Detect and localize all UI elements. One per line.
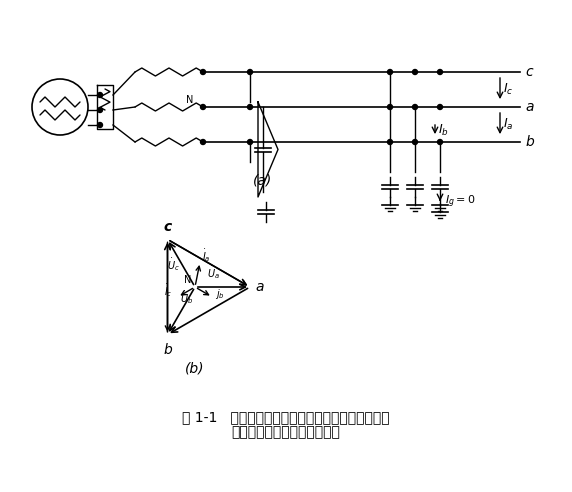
Circle shape	[412, 104, 418, 110]
Text: (a): (a)	[253, 173, 273, 187]
Circle shape	[438, 140, 443, 145]
Circle shape	[387, 69, 392, 74]
Text: 图 1-1   简单的中性点不接地系统的等效电路（ａ）: 图 1-1 简单的中性点不接地系统的等效电路（ａ）	[182, 410, 390, 424]
Text: $I_b$: $I_b$	[438, 123, 449, 138]
Text: a: a	[525, 100, 534, 114]
Circle shape	[97, 123, 102, 127]
Circle shape	[248, 104, 252, 110]
Circle shape	[97, 92, 102, 97]
Circle shape	[97, 107, 102, 113]
Text: 和正常运行时的矢量图（ｂ）: 和正常运行时的矢量图（ｂ）	[232, 425, 340, 439]
Circle shape	[387, 140, 392, 145]
Text: c: c	[525, 65, 533, 79]
Text: c: c	[164, 220, 172, 234]
Text: a: a	[255, 280, 264, 294]
Text: $\dot{U}_a$: $\dot{U}_a$	[207, 264, 220, 281]
Text: $\dot{U}_b$: $\dot{U}_b$	[180, 289, 193, 306]
Text: N: N	[186, 95, 193, 105]
Text: $\dot{I}_a$: $\dot{I}_a$	[202, 247, 210, 264]
Circle shape	[412, 140, 418, 145]
Circle shape	[438, 104, 443, 110]
Circle shape	[438, 69, 443, 74]
Circle shape	[248, 140, 252, 145]
Circle shape	[412, 69, 418, 74]
Circle shape	[201, 104, 205, 110]
Circle shape	[387, 104, 392, 110]
Text: $\dot{I}_c$: $\dot{I}_c$	[164, 282, 173, 299]
Text: $I_a$: $I_a$	[503, 117, 514, 132]
Text: b: b	[525, 135, 534, 149]
Text: N: N	[184, 275, 191, 285]
Circle shape	[248, 69, 252, 74]
Text: $j_b$: $j_b$	[215, 287, 225, 301]
Text: (b): (b)	[185, 361, 205, 375]
Circle shape	[201, 69, 205, 74]
Text: $I_g=0$: $I_g=0$	[445, 194, 475, 210]
Text: $\dot{U}_c$: $\dot{U}_c$	[167, 256, 180, 273]
Text: $I_c$: $I_c$	[503, 82, 514, 97]
Text: b: b	[163, 342, 172, 357]
Circle shape	[201, 140, 205, 145]
